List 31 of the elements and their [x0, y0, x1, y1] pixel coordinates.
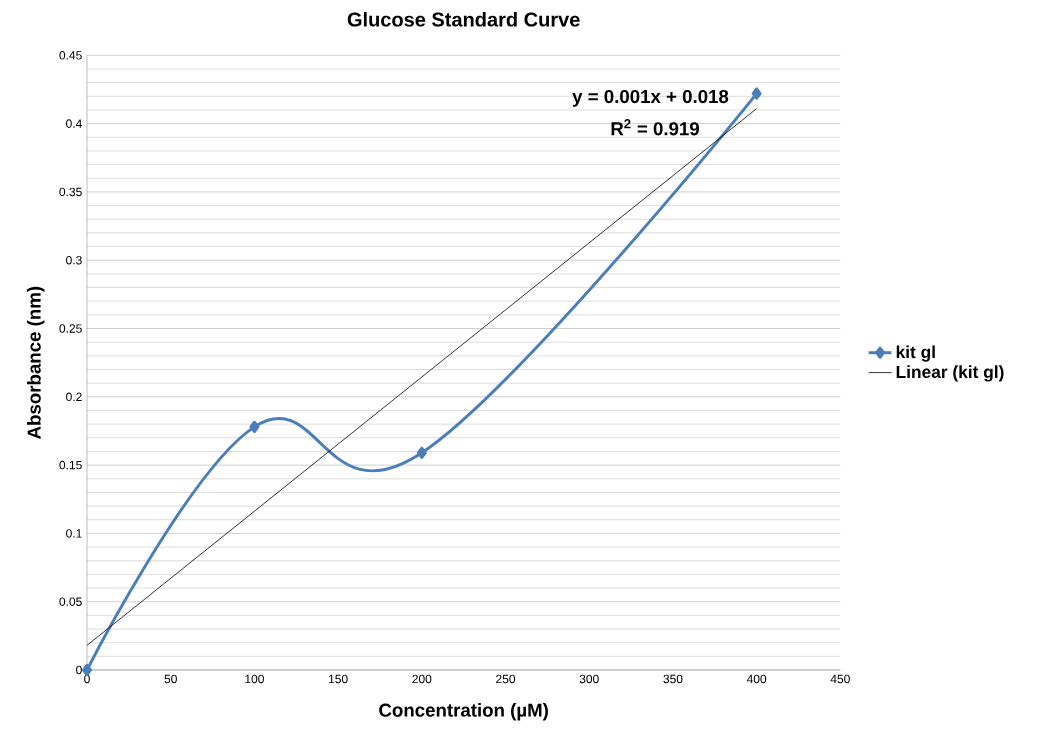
x-tick-label: 350 [663, 674, 683, 684]
x-tick-label: 50 [164, 674, 177, 684]
point [416, 446, 427, 459]
y-tick-label: 0.25 [59, 324, 82, 333]
y-tick-label: 0.4 [66, 119, 82, 128]
x-axis-title: Concentration (µM) [379, 703, 548, 721]
annotation: y = 0.001x + 0.018 [572, 89, 729, 107]
x-tick-label: 0 [84, 674, 90, 684]
point [751, 87, 762, 100]
chart-title: Glucose Standard Curve [347, 11, 580, 27]
y-axis-title: Absorbance (nm) [27, 286, 45, 439]
x-tick-label: 100 [245, 674, 264, 684]
x-tick-label: 250 [496, 674, 516, 684]
y-tick-label: 0.45 [59, 51, 82, 60]
point [82, 663, 92, 677]
point [249, 420, 260, 433]
x-tick-label: 150 [329, 674, 348, 684]
y-tick-label: 0.35 [59, 187, 82, 197]
y-tick-label: 0.1 [66, 529, 82, 538]
x-tick-label: 400 [746, 674, 767, 684]
x-tick-label: 300 [579, 674, 599, 684]
annotation: R$^{2}$ = 0.919 [611, 119, 700, 136]
y-tick-label: 0.2 [66, 392, 82, 402]
y-tick-label: 0 [76, 665, 82, 675]
x-tick-label: 200 [412, 674, 432, 684]
legend-label: kit gl [896, 345, 935, 362]
y-tick-label: 0.15 [59, 460, 82, 470]
x-tick-label: 450 [830, 674, 850, 684]
legend-label: Linear (kit gl) [896, 365, 1004, 382]
y-tick-label: 0.3 [66, 255, 82, 265]
y-tick-label: 0.05 [59, 597, 82, 606]
